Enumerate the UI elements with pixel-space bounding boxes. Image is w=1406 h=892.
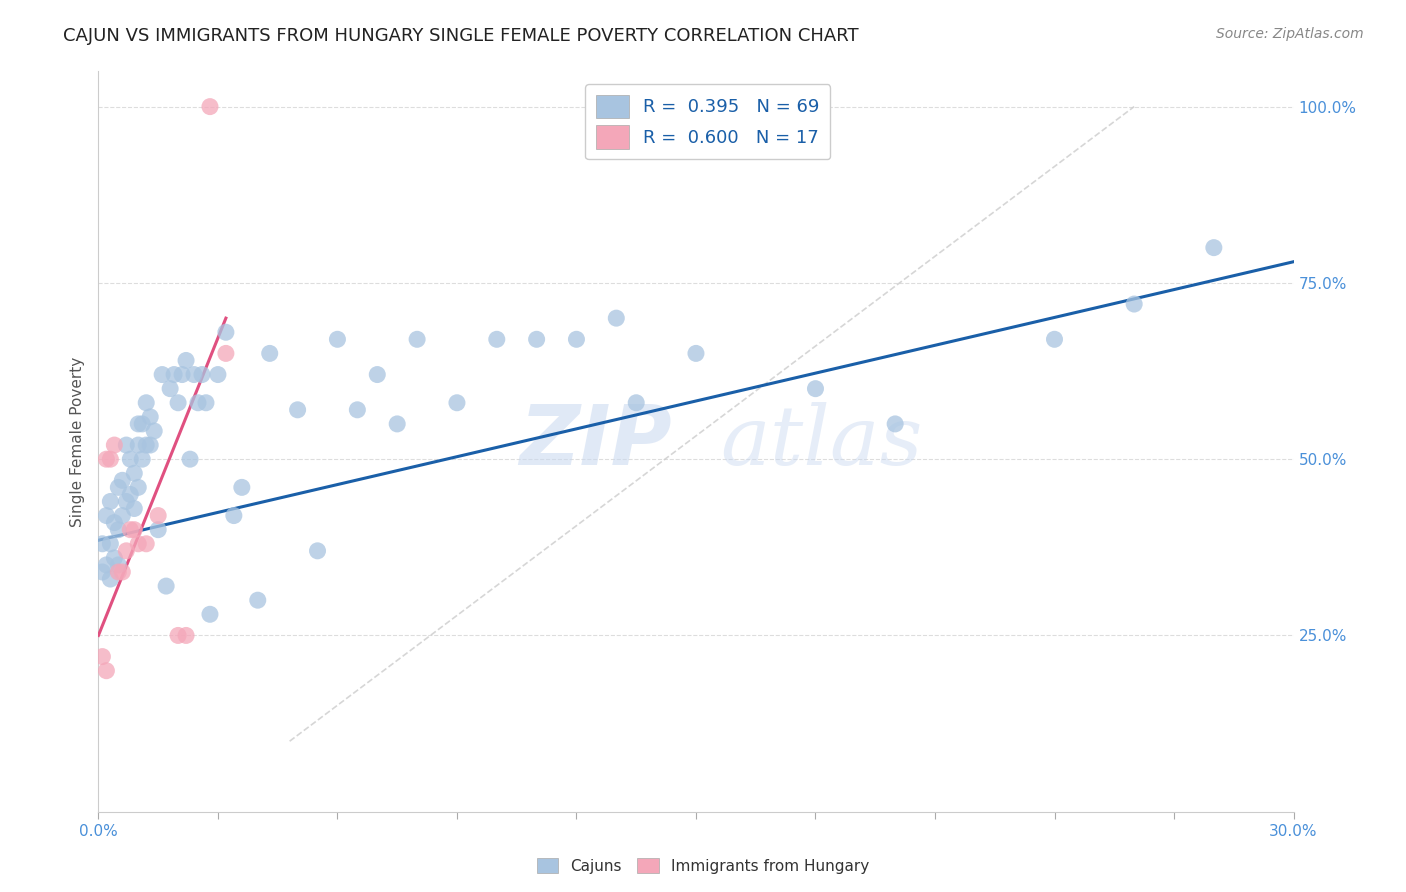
Point [127,480,149,494]
Point [1123,297,1146,311]
Point [98,572,122,586]
Point [191,368,214,382]
Point [346,402,368,417]
Text: CAJUN VS IMMIGRANTS FROM HUNGARY SINGLE FEMALE POVERTY CORRELATION CHART: CAJUN VS IMMIGRANTS FROM HUNGARY SINGLE … [63,27,859,45]
Point [127,537,149,551]
Point [884,417,907,431]
Point [167,396,190,410]
Point [215,346,238,360]
Point [163,368,186,382]
Point [91,649,114,664]
Point [174,628,197,642]
Point [107,558,129,572]
Point [127,438,149,452]
Point [143,424,166,438]
Point [124,523,146,537]
Point [246,593,269,607]
Point [115,494,138,508]
Point [124,501,146,516]
Point [179,452,201,467]
Point [259,346,281,360]
Point [804,382,827,396]
Point [115,438,138,452]
Legend: R =  0.395   N = 69, R =  0.600   N = 17: R = 0.395 N = 69, R = 0.600 N = 17 [585,84,831,160]
Point [172,368,194,382]
Point [326,332,349,346]
Point [131,417,153,431]
Point [385,417,409,431]
Point [155,579,177,593]
Point [222,508,245,523]
Point [120,487,142,501]
Legend: Cajuns, Immigrants from Hungary: Cajuns, Immigrants from Hungary [530,852,876,880]
Point [120,452,142,467]
Point [159,382,181,396]
Point [91,565,114,579]
Point [91,537,114,551]
Point [485,332,508,346]
Point [103,516,125,530]
Point [127,417,149,431]
Point [98,452,122,467]
Point [366,368,388,382]
Point [131,452,153,467]
Point [96,558,118,572]
Point [135,537,157,551]
Point [96,508,118,523]
Point [96,452,118,467]
Point [96,664,118,678]
Point [150,368,173,382]
Point [287,402,309,417]
Point [111,565,134,579]
Point [107,523,129,537]
Point [685,346,707,360]
Point [139,409,162,424]
Point [107,565,129,579]
Point [111,473,134,487]
Point [198,100,221,114]
Point [174,353,197,368]
Point [98,537,122,551]
Point [215,325,238,339]
Point [183,368,205,382]
Y-axis label: Single Female Poverty: Single Female Poverty [69,357,84,526]
Point [167,628,190,642]
Text: ZIP: ZIP [519,401,672,482]
Point [148,508,170,523]
Text: Source: ZipAtlas.com: Source: ZipAtlas.com [1216,27,1364,41]
Point [103,550,125,565]
Point [195,396,218,410]
Point [148,523,170,537]
Point [187,396,209,410]
Point [198,607,221,622]
Point [207,368,229,382]
Point [406,332,429,346]
Point [605,311,627,326]
Point [139,438,162,452]
Point [231,480,253,494]
Point [115,544,138,558]
Point [526,332,548,346]
Point [446,396,468,410]
Point [135,396,157,410]
Text: atlas: atlas [720,401,922,482]
Point [135,438,157,452]
Point [107,480,129,494]
Point [307,544,329,558]
Point [120,523,142,537]
Point [565,332,588,346]
Point [626,396,648,410]
Point [1043,332,1066,346]
Point [98,494,122,508]
Point [103,438,125,452]
Point [124,467,146,481]
Point [1202,241,1225,255]
Point [111,508,134,523]
